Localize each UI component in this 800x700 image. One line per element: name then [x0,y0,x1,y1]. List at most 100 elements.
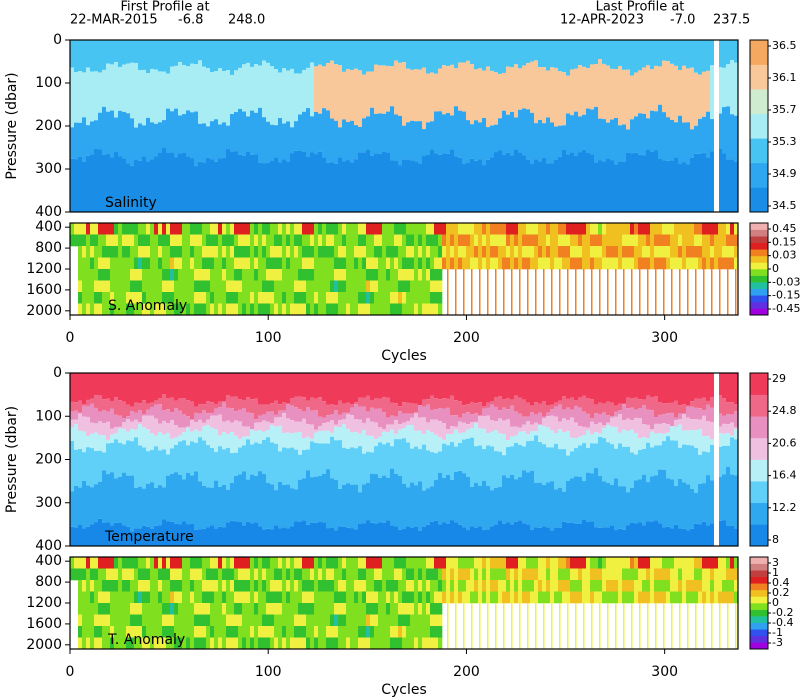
field-cell [526,109,531,160]
field-cell [678,557,683,569]
field-cell [610,580,615,592]
field-cell [354,40,359,69]
field-cell [162,246,167,258]
field-cell [242,557,247,569]
field-cell [114,223,119,235]
field-cell [726,557,731,569]
field-cell [306,568,311,581]
field-cell [302,437,307,451]
colorbar-swatch [750,269,768,276]
field-cell [150,433,155,450]
field-cell [154,156,159,212]
field-cell [342,40,347,72]
field-cell [178,398,183,411]
field-cell [650,568,655,581]
field-cell [626,246,631,258]
field-cell [102,399,107,411]
field-cell [466,530,471,546]
field-cell [618,568,623,581]
field-cell [246,426,251,437]
field-cell [542,591,547,604]
field-cell [354,280,359,293]
field-cell [590,580,595,592]
field-cell [162,269,167,281]
field-cell [586,427,591,431]
field-cell [471,280,473,292]
field-cell [378,557,383,569]
field-cell [590,418,595,422]
field-cell [574,448,579,477]
field-cell [574,373,579,401]
field-cell [578,65,583,117]
field-cell [226,568,231,581]
field-cell [726,591,731,604]
field-cell [682,580,687,592]
field-cell [602,527,607,546]
field-cell [330,436,335,479]
field-cell [362,292,367,304]
field-cell [214,557,219,569]
field-cell [126,40,131,64]
field-cell [647,303,649,315]
field-cell [722,257,727,270]
field-cell [626,234,631,247]
field-cell [422,434,427,445]
field-cell [242,445,247,472]
field-cell [78,280,83,293]
field-cell [170,111,175,153]
field-cell [270,557,275,569]
field-cell [590,473,595,522]
field-cell [290,246,295,258]
field-cell [590,434,595,444]
field-cell [110,434,115,444]
colorbar-swatch [750,40,768,65]
field-cell [610,373,615,403]
field-cell [182,479,187,522]
field-cell [138,269,143,281]
field-cell [190,373,195,402]
field-cell [86,447,91,486]
field-cell [726,234,731,247]
field-cell [342,424,347,448]
field-cell [618,125,623,162]
field-cell [330,557,335,569]
field-cell [294,257,299,270]
field-cell [550,67,555,123]
field-cell [482,408,487,417]
field-cell [495,603,497,615]
field-cell [710,568,715,581]
field-cell [526,159,531,212]
field-cell [546,591,551,604]
field-cell [658,223,663,235]
field-cell [270,411,275,423]
colorbar-swatch [750,236,768,244]
field-cell [526,40,531,64]
field-cell [398,223,403,235]
field-cell [458,432,463,444]
field-cell [210,637,215,650]
field-cell [586,568,591,581]
field-cell [526,257,531,270]
field-cell [718,257,723,270]
field-cell [222,40,227,72]
field-cell [382,557,387,569]
field-cell [182,557,187,569]
field-cell [503,280,505,292]
field-cell [258,568,263,581]
field-cell [358,637,363,650]
field-cell [78,448,83,488]
field-cell [590,421,595,435]
field-cell [378,637,383,650]
field-cell [250,637,255,650]
field-cell [358,152,363,212]
field-cell [322,108,327,158]
field-cell [150,406,155,416]
colorbar-swatch [750,563,768,571]
field-cell [202,257,207,270]
field-cell [679,626,681,638]
first-label: First Profile at [120,0,209,15]
colorbar-swatch [750,282,768,290]
field-cell [246,151,251,212]
field-cell [638,591,643,604]
field-cell [370,421,375,437]
